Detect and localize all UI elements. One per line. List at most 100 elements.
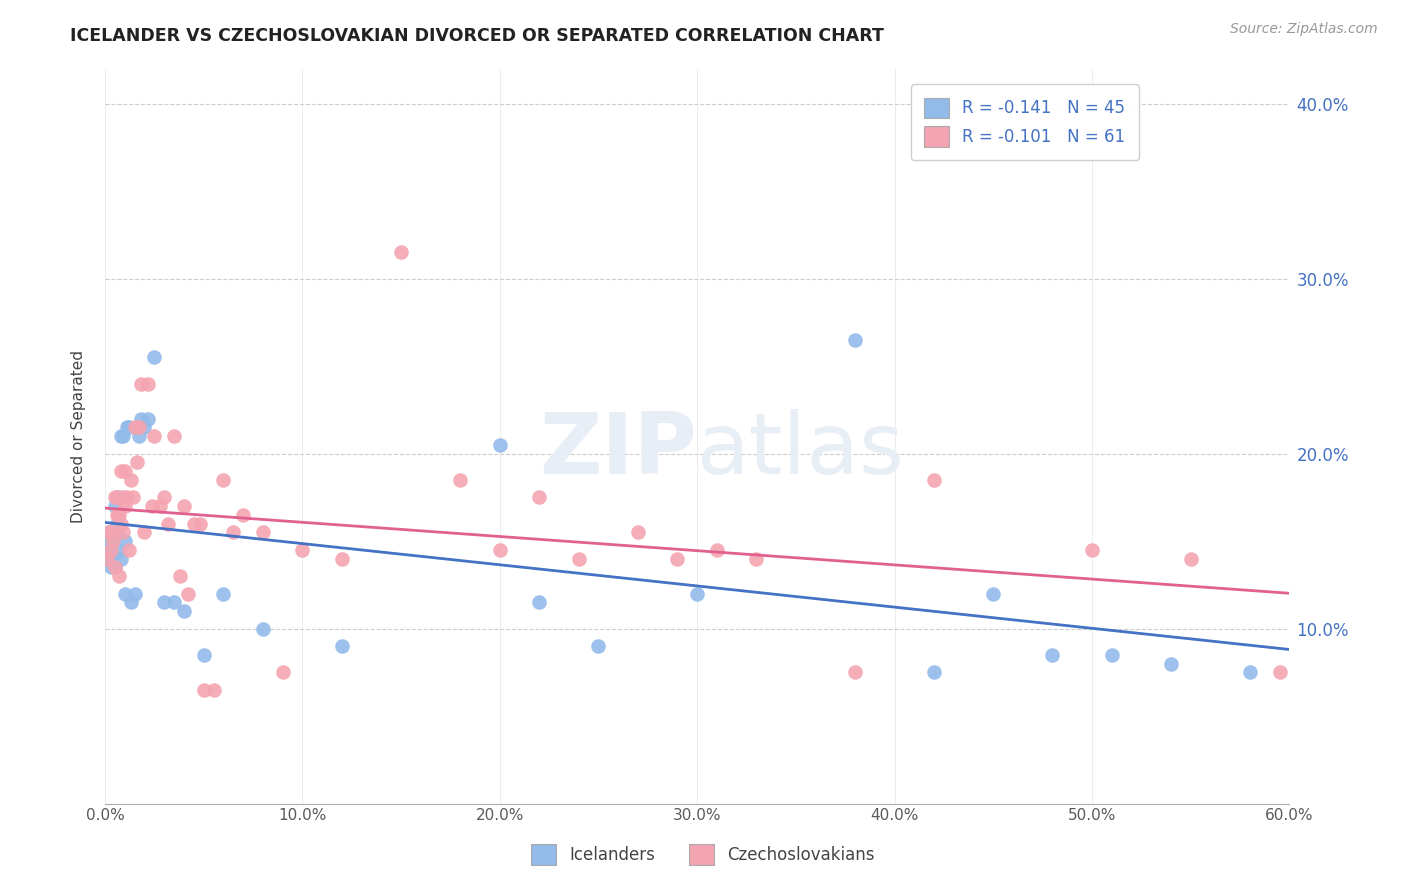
Point — [193, 648, 215, 662]
Point — [105, 508, 128, 522]
Point — [163, 595, 186, 609]
Point — [529, 491, 551, 505]
Point — [330, 551, 353, 566]
Point — [111, 491, 134, 505]
Point — [111, 525, 134, 540]
Point — [173, 499, 195, 513]
Point — [96, 551, 118, 566]
Point — [114, 499, 136, 513]
Legend: R = -0.141   N = 45, R = -0.101   N = 61: R = -0.141 N = 45, R = -0.101 N = 61 — [911, 84, 1139, 160]
Point — [108, 491, 131, 505]
Point — [128, 420, 150, 434]
Point — [108, 508, 131, 522]
Point — [138, 411, 160, 425]
Point — [449, 473, 471, 487]
Point — [120, 595, 142, 609]
Point — [1042, 648, 1064, 662]
Point — [134, 525, 156, 540]
Point — [188, 516, 211, 531]
Point — [129, 411, 152, 425]
Point — [129, 376, 152, 391]
Point — [100, 534, 122, 549]
Point — [134, 420, 156, 434]
Point — [105, 525, 128, 540]
Point — [153, 595, 176, 609]
Point — [529, 595, 551, 609]
Point — [212, 586, 235, 600]
Point — [128, 429, 150, 443]
Point — [922, 473, 945, 487]
Point — [844, 665, 866, 680]
Text: ZIP: ZIP — [540, 409, 697, 492]
Point — [1160, 657, 1182, 671]
Point — [118, 420, 141, 434]
Point — [568, 551, 591, 566]
Point — [118, 542, 141, 557]
Point — [114, 534, 136, 549]
Point — [120, 473, 142, 487]
Point — [97, 525, 120, 540]
Point — [1268, 665, 1291, 680]
Text: Source: ZipAtlas.com: Source: ZipAtlas.com — [1230, 22, 1378, 37]
Point — [111, 429, 134, 443]
Point — [252, 622, 274, 636]
Point — [114, 464, 136, 478]
Point — [124, 420, 146, 434]
Point — [105, 516, 128, 531]
Point — [922, 665, 945, 680]
Point — [666, 551, 689, 566]
Point — [104, 560, 127, 574]
Point — [143, 351, 166, 365]
Point — [143, 429, 166, 443]
Y-axis label: Divorced or Separated: Divorced or Separated — [72, 350, 86, 523]
Point — [101, 534, 124, 549]
Point — [271, 665, 294, 680]
Point — [138, 376, 160, 391]
Point — [115, 491, 138, 505]
Point — [97, 525, 120, 540]
Point — [177, 586, 200, 600]
Point — [202, 682, 225, 697]
Point — [110, 516, 132, 531]
Point — [173, 604, 195, 618]
Point — [96, 551, 118, 566]
Point — [149, 499, 172, 513]
Point — [252, 525, 274, 540]
Point — [163, 429, 186, 443]
Point — [488, 438, 510, 452]
Point — [125, 455, 148, 469]
Point — [110, 551, 132, 566]
Point — [114, 586, 136, 600]
Point — [1081, 542, 1104, 557]
Point — [124, 586, 146, 600]
Point — [141, 499, 163, 513]
Point — [169, 569, 191, 583]
Point — [100, 525, 122, 540]
Point — [121, 491, 143, 505]
Point — [232, 508, 254, 522]
Point — [104, 560, 127, 574]
Point — [104, 491, 127, 505]
Point — [1101, 648, 1123, 662]
Point — [291, 542, 314, 557]
Point — [104, 499, 127, 513]
Legend: Icelanders, Czechoslovakians: Icelanders, Czechoslovakians — [522, 834, 884, 875]
Point — [110, 464, 132, 478]
Point — [745, 551, 768, 566]
Point — [222, 525, 245, 540]
Text: ICELANDER VS CZECHOSLOVAKIAN DIVORCED OR SEPARATED CORRELATION CHART: ICELANDER VS CZECHOSLOVAKIAN DIVORCED OR… — [70, 27, 884, 45]
Point — [844, 333, 866, 347]
Point — [588, 639, 610, 653]
Point — [193, 682, 215, 697]
Point — [1180, 551, 1202, 566]
Point — [157, 516, 180, 531]
Point — [110, 429, 132, 443]
Point — [101, 551, 124, 566]
Point — [1239, 665, 1261, 680]
Point — [686, 586, 709, 600]
Point — [706, 542, 728, 557]
Point — [108, 569, 131, 583]
Point — [115, 420, 138, 434]
Point — [105, 491, 128, 505]
Point — [212, 473, 235, 487]
